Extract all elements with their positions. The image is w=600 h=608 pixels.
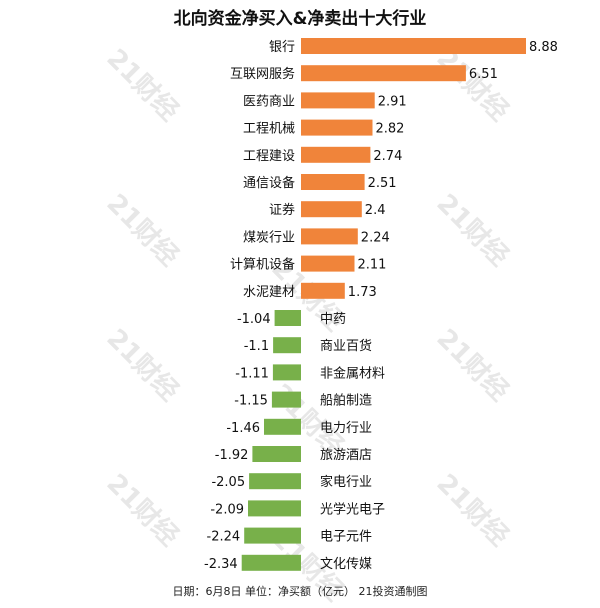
category-label: 工程建设 bbox=[243, 149, 295, 164]
bar bbox=[249, 473, 301, 490]
bar bbox=[301, 92, 375, 109]
value-label: 2.91 bbox=[378, 94, 407, 109]
value-label: -1.92 bbox=[215, 448, 249, 463]
chart-title: 北向资金净买入&净卖出十大行业 bbox=[173, 9, 427, 29]
value-label: 2.24 bbox=[361, 230, 390, 245]
category-label: 商业百货 bbox=[320, 338, 372, 354]
bar bbox=[301, 228, 358, 245]
category-label: 光学光电子 bbox=[320, 501, 385, 517]
category-label: 医药商业 bbox=[243, 94, 295, 109]
value-label: 2.4 bbox=[365, 203, 386, 218]
value-label: 8.88 bbox=[529, 40, 558, 55]
value-label: 2.11 bbox=[358, 258, 387, 273]
category-label: 旅游酒店 bbox=[320, 448, 372, 463]
bar bbox=[244, 527, 301, 544]
category-label: 电子元件 bbox=[320, 530, 372, 545]
bar bbox=[252, 446, 301, 462]
bar bbox=[273, 337, 301, 354]
bar bbox=[301, 201, 362, 218]
category-label: 家电行业 bbox=[320, 474, 372, 490]
bar bbox=[272, 364, 301, 381]
category-label: 文化传媒 bbox=[320, 557, 372, 572]
category-label: 水泥建材 bbox=[243, 285, 295, 300]
value-label: -1.04 bbox=[237, 312, 271, 327]
category-label: 煤炭行业 bbox=[243, 230, 295, 245]
bar bbox=[271, 391, 301, 408]
bar bbox=[248, 500, 301, 517]
category-label: 证券 bbox=[269, 202, 295, 218]
value-label: -2.34 bbox=[204, 557, 238, 572]
value-label: 2.51 bbox=[368, 176, 397, 191]
value-label: 2.74 bbox=[373, 149, 402, 164]
bar bbox=[301, 38, 526, 54]
value-label: -2.24 bbox=[207, 530, 241, 545]
category-label: 银行 bbox=[269, 40, 295, 55]
value-label: 6.51 bbox=[469, 67, 498, 82]
category-label: 计算机设备 bbox=[230, 257, 295, 273]
value-label: -1.15 bbox=[234, 394, 268, 409]
category-label: 工程机械 bbox=[243, 122, 295, 137]
category-label: 电力行业 bbox=[320, 421, 372, 436]
value-label: -1.1 bbox=[244, 339, 269, 354]
bar bbox=[264, 418, 301, 435]
bar bbox=[301, 146, 371, 163]
bar bbox=[241, 554, 301, 571]
value-label: -2.05 bbox=[211, 475, 245, 490]
category-label: 船舶制造 bbox=[320, 393, 372, 409]
value-label: 1.73 bbox=[348, 285, 377, 300]
bar bbox=[301, 65, 466, 82]
value-label: -1.11 bbox=[235, 366, 269, 381]
category-label: 非金属材料 bbox=[320, 365, 385, 381]
value-label: -2.09 bbox=[210, 502, 244, 517]
category-label: 通信设备 bbox=[243, 175, 295, 191]
value-label: 2.82 bbox=[376, 122, 405, 137]
bar bbox=[301, 174, 365, 190]
bar bbox=[301, 119, 373, 136]
category-label: 互联网服务 bbox=[230, 66, 295, 82]
value-label: -1.46 bbox=[226, 421, 260, 436]
bar bbox=[274, 310, 301, 326]
bar bbox=[301, 282, 345, 299]
chart-footnote: 日期：6月8日 单位：净买额（亿元） 21投资通制图 bbox=[172, 585, 428, 598]
bar bbox=[301, 255, 355, 272]
category-label: 中药 bbox=[320, 312, 346, 327]
